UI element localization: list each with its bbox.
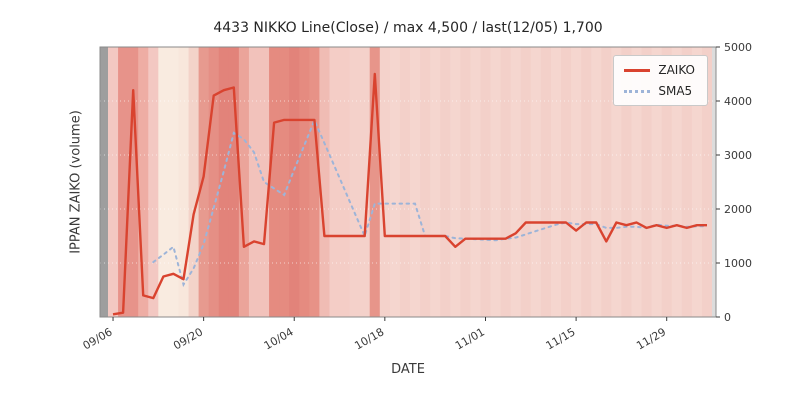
- y-tick-label: 2000: [724, 203, 752, 216]
- x-tick-label: 10/18: [352, 325, 386, 352]
- chart-title: 4433 NIKKO Line(Close) / max 4,500 / las…: [213, 20, 603, 36]
- plot-border: [99, 46, 717, 318]
- legend-label-sma5: SMA5: [658, 84, 693, 98]
- y-axis: 0 1000 2000 3000 4000 5000: [716, 41, 752, 324]
- x-tick-label: 11/15: [544, 325, 578, 352]
- legend-item-zaiko: ZAIKO: [624, 63, 695, 77]
- x-tick-label: 11/01: [453, 325, 487, 352]
- y-tick-label: 1000: [724, 257, 752, 270]
- legend-label-zaiko: ZAIKO: [658, 63, 695, 77]
- legend-item-sma5: SMA5: [624, 84, 695, 98]
- sma5-line-swatch: [624, 89, 651, 93]
- x-axis-label: DATE: [391, 362, 425, 377]
- x-tick-label: 09/20: [171, 325, 205, 352]
- background-bands: [100, 47, 716, 317]
- y-tick-label: 4000: [724, 95, 752, 108]
- y-tick-label: 5000: [724, 41, 752, 54]
- x-tick-label: 09/06: [81, 325, 115, 352]
- zaiko-line: [112, 72, 707, 316]
- x-axis: 09/06 09/20 10/04 10/18 11/01 11/15 11/29: [81, 317, 668, 352]
- legend: ZAIKO SMA5: [613, 55, 708, 106]
- sma5-line: [152, 117, 708, 288]
- y-tick-label: 3000: [724, 149, 752, 162]
- zaiko-line-swatch: [624, 68, 651, 72]
- x-tick-label: 10/04: [262, 325, 296, 352]
- y-tick-label: 0: [724, 311, 731, 324]
- x-tick-label: 11/29: [634, 325, 668, 352]
